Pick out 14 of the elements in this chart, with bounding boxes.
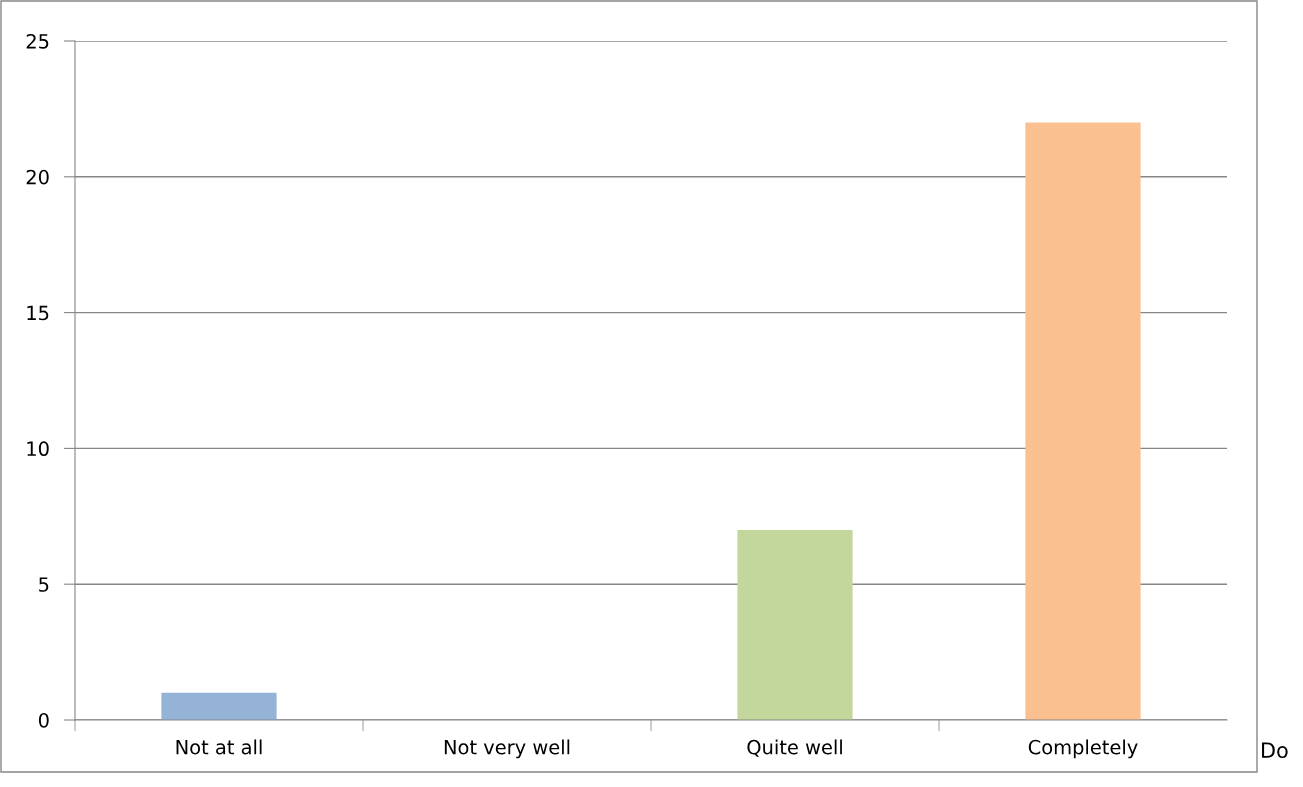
y-tick-label: 0 bbox=[38, 712, 49, 728]
y-tick-label: 10 bbox=[27, 441, 49, 457]
y-tick-label: 15 bbox=[27, 305, 49, 321]
y-tick-label: 5 bbox=[39, 577, 49, 592]
bar bbox=[737, 529, 853, 720]
y-tick-label: 20 bbox=[26, 169, 49, 185]
bar bbox=[161, 692, 277, 720]
text: Do bbox=[1262, 742, 1288, 759]
bar bbox=[1025, 122, 1141, 720]
x-tick-label: Not at all bbox=[176, 739, 262, 755]
x-tick-label: Completely bbox=[1028, 739, 1138, 759]
y-tick-label: 25 bbox=[26, 33, 49, 49]
x-tick-label: Not very well bbox=[444, 739, 570, 759]
x-tick-label: Quite well bbox=[747, 739, 842, 757]
